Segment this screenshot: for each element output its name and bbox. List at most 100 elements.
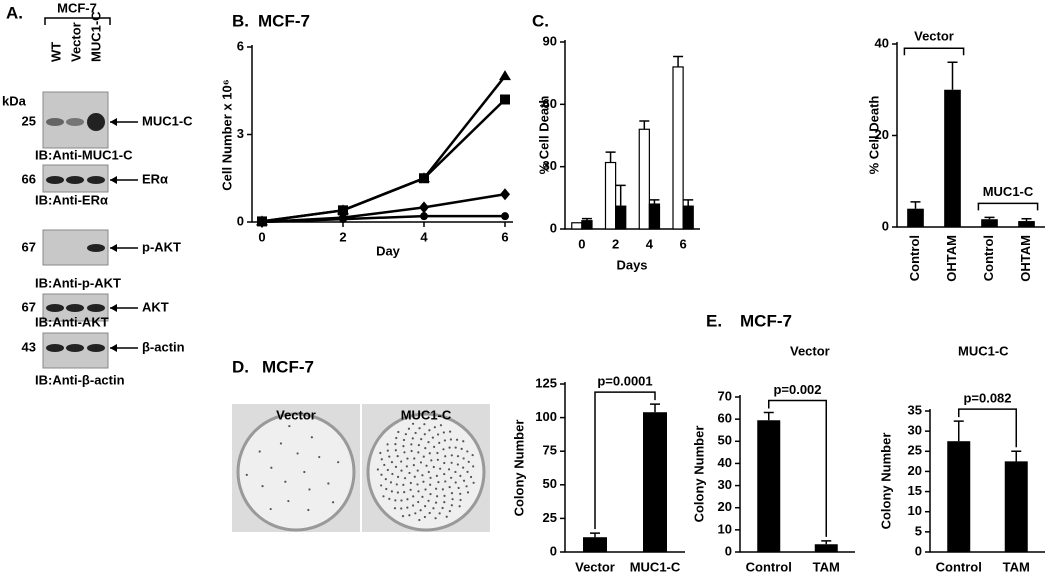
colony: [385, 487, 388, 491]
colony: [382, 495, 385, 498]
error-bar: [821, 540, 832, 545]
y-tick-label: 100: [535, 409, 557, 424]
error-bar: [615, 184, 626, 207]
colony: [269, 507, 272, 511]
colony: [438, 512, 441, 515]
colony: [436, 495, 439, 498]
colony: [417, 490, 420, 493]
colony: [403, 491, 406, 494]
colony: [405, 465, 408, 468]
blot-arrowhead: [110, 118, 117, 126]
colony: [448, 446, 451, 449]
colony: [404, 433, 407, 436]
chart-title: Vector: [790, 343, 830, 358]
y-tick-label: 0: [915, 543, 922, 558]
colony: [423, 515, 427, 519]
plate-dish: [366, 412, 486, 532]
colony: [429, 483, 432, 486]
y-tick-label: 25: [908, 443, 922, 458]
colony: [434, 517, 437, 520]
colony: [407, 427, 411, 430]
colony: [443, 501, 446, 504]
y-tick-label: 6: [237, 38, 244, 53]
bar: [648, 203, 661, 230]
colony: [449, 438, 453, 441]
colony: [454, 470, 457, 474]
colony: [279, 442, 283, 445]
colony: [433, 445, 436, 449]
x-tick-label: 0: [258, 229, 265, 244]
colony: [431, 436, 434, 439]
y-tick-label: 75: [543, 443, 557, 458]
blot-band: [46, 176, 64, 184]
y-tick-label: 50: [543, 476, 557, 491]
point: [338, 205, 348, 216]
colony: [424, 488, 427, 491]
colony: [456, 455, 460, 458]
colony: [406, 457, 409, 460]
error-bar: [683, 199, 694, 207]
mw-label: 43: [22, 339, 36, 354]
colony: [417, 444, 420, 447]
colony: [401, 515, 405, 518]
colony: [443, 439, 446, 442]
band-label: MUC1-C: [142, 113, 193, 128]
colony: [429, 476, 432, 479]
bar: [981, 219, 998, 227]
colony: [380, 473, 383, 476]
colony: [417, 500, 420, 504]
point: [339, 215, 347, 224]
colony: [428, 429, 431, 432]
colony: [472, 481, 475, 484]
colony: [450, 461, 453, 464]
group-label: MUC1-C: [983, 184, 1034, 199]
error-bar: [984, 216, 995, 220]
colony: [400, 469, 403, 472]
error-bar: [650, 403, 660, 413]
plate-label: MUC1-C: [401, 407, 452, 422]
colony: [427, 441, 430, 444]
colony: [308, 488, 311, 491]
colony: [418, 427, 421, 430]
colony: [462, 479, 466, 482]
ib-label: IB:Anti-β-actin: [35, 372, 125, 387]
colony: [391, 472, 394, 476]
band-label: p-AKT: [142, 239, 181, 254]
colony: [318, 455, 321, 459]
blot-band: [87, 304, 105, 312]
colony: [421, 474, 424, 477]
colony: [429, 492, 432, 496]
significance-bracket: [958, 408, 1017, 448]
x-tick-label: OHTAM: [1018, 235, 1033, 282]
y-tick-label: 15: [908, 483, 922, 498]
colony: [403, 477, 407, 480]
colony: [465, 485, 468, 488]
panel-label: D.: [232, 357, 249, 376]
blot-arrowhead: [110, 344, 117, 352]
blot-arrowhead: [110, 304, 117, 312]
colony: [444, 480, 447, 483]
colony: [437, 481, 440, 484]
colony: [423, 423, 426, 426]
mw-label: 25: [22, 113, 36, 128]
colony: [433, 426, 436, 429]
error-bar: [1021, 218, 1032, 222]
colony: [386, 468, 389, 472]
colony: [419, 461, 423, 464]
plate-dish: [236, 412, 356, 532]
point: [499, 70, 511, 81]
y-tick-label: 0: [550, 543, 557, 558]
colony: [443, 494, 446, 498]
colony: [459, 498, 462, 502]
colony: [384, 478, 387, 481]
y-tick-label: 20: [875, 127, 889, 142]
bar: [757, 420, 781, 552]
x-tick-label: 2: [339, 229, 346, 244]
colony: [450, 454, 453, 457]
colony: [422, 480, 425, 483]
ib-label: IB:Anti-ERα: [35, 192, 108, 207]
colony: [451, 498, 454, 501]
y-tick-label: 0: [550, 220, 557, 235]
error-bar: [910, 201, 921, 209]
colony: [393, 507, 397, 510]
